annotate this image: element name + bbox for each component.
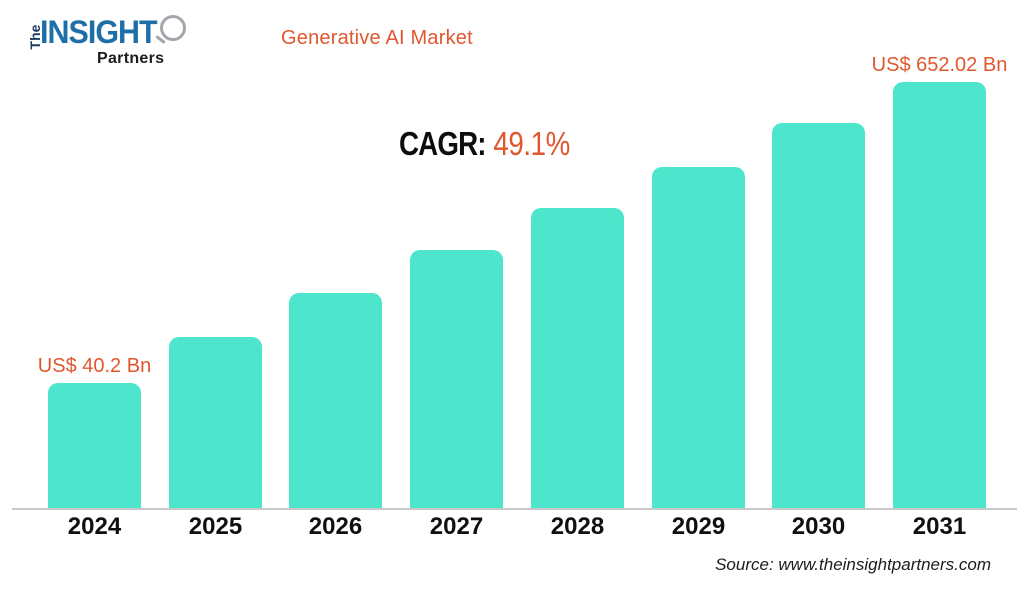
x-axis-label-2027: 2027 [429, 513, 484, 540]
bar-column-2029: 2029 [652, 0, 745, 591]
bar-2024 [48, 383, 141, 508]
cagr-label: CAGR: [399, 125, 486, 162]
source-text: Source: www.theinsightpartners.com [715, 555, 991, 574]
bar-value-label-2024: US$ 40.2 Bn [37, 355, 152, 377]
bar-2027 [410, 250, 503, 508]
x-axis-label-2029: 2029 [671, 513, 726, 540]
bar-column-2024: US$ 40.2 Bn 2024 [38, 0, 151, 591]
bar-column-2027: 2027 [410, 0, 503, 591]
bar-2025 [169, 337, 262, 508]
bar-column-2028: 2028 [531, 0, 624, 591]
x-axis-label-2025: 2025 [188, 513, 243, 540]
bar-column-2031: US$ 652.02 Bn 2031 [872, 0, 1008, 591]
cagr-value: 49.1% [493, 125, 570, 162]
x-axis-label-2024: 2024 [67, 513, 122, 540]
bar-2031 [893, 82, 986, 508]
bar-value-label-2031: US$ 652.02 Bn [871, 54, 1008, 76]
bar-column-2026: 2026 [289, 0, 382, 591]
x-axis-label-2028: 2028 [550, 513, 605, 540]
x-axis-label-2026: 2026 [308, 513, 363, 540]
bar-2030 [772, 123, 865, 508]
insight-partners-logo: The INSIGHT Partners [18, 5, 208, 75]
bar-2026 [289, 293, 382, 508]
bar-2029 [652, 167, 745, 508]
bar-column-2030: 2030 [772, 0, 865, 591]
x-axis-label-2031: 2031 [912, 513, 967, 540]
x-axis-line [12, 508, 1017, 510]
logo-insight-text: INSIGHT [40, 14, 158, 50]
chart-title: Generative AI Market [281, 27, 473, 49]
bar-column-2025: 2025 [169, 0, 262, 591]
x-axis-label-2030: 2030 [791, 513, 846, 540]
cagr-annotation: CAGR: 49.1% [399, 127, 570, 160]
logo-partners-text: Partners [97, 50, 165, 67]
bar-2028 [531, 208, 624, 508]
magnifier-icon [160, 15, 186, 41]
